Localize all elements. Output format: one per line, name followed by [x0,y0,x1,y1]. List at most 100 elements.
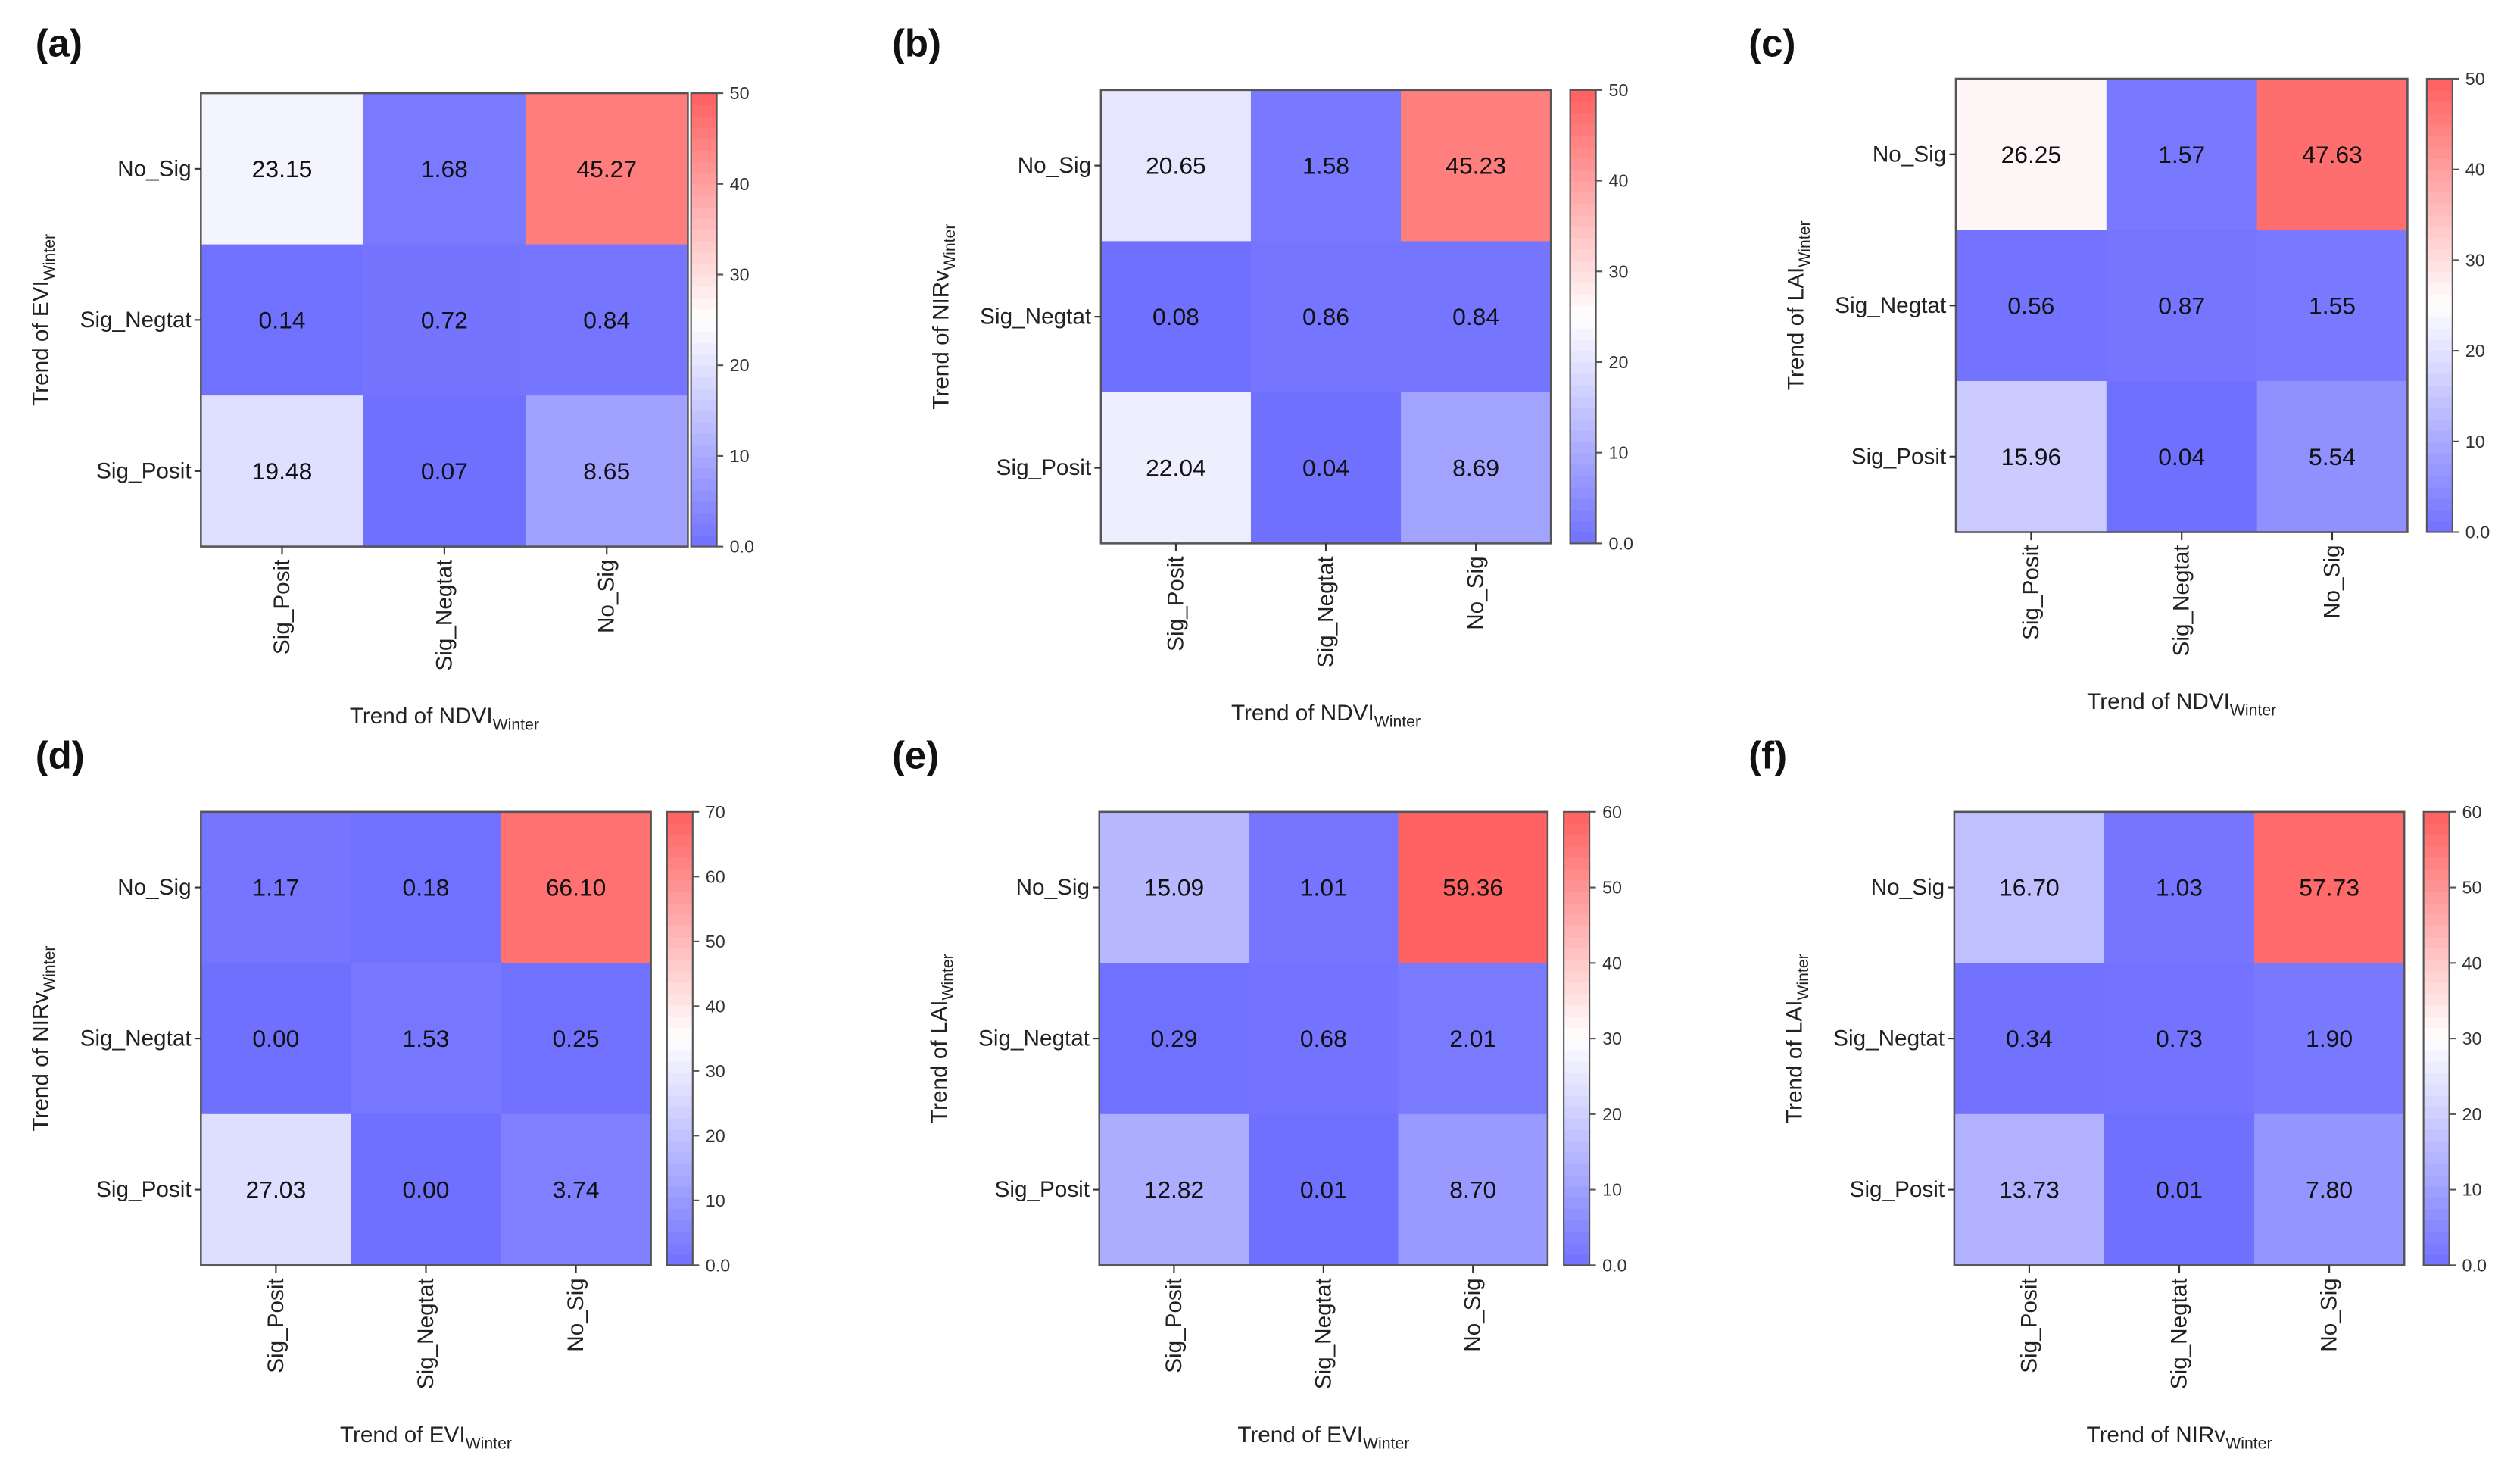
x-tick-label: Sig_Negtat [2169,545,2194,657]
y-tick-label: Sig_Posit [996,455,1092,480]
colorbar-tick-label: 10 [730,446,750,466]
colorbar-tick-label: 50 [2465,69,2485,89]
colorbar-segment [2426,112,2453,125]
y-axis-title-main: Trend of NIRv [29,992,54,1132]
colorbar-segment [666,1027,693,1039]
colorbar-segment [1564,1151,1590,1164]
colorbar-tick-label: 40 [1602,953,1622,973]
cell-value-label: 47.63 [2302,141,2362,168]
heatmap-cell [1401,89,1552,242]
cell-value-label: 1.68 [421,155,468,183]
y-tick-label: Sig_Negtat [980,305,1092,329]
colorbar-segment [2423,1095,2450,1107]
x-tick-label: Sig_Posit [270,559,295,654]
colorbar-segment [691,455,717,468]
colorbar-segment [2423,823,2450,835]
colorbar-tick-label: 0.0 [1609,533,1633,553]
cell-value-label: 0.14 [259,306,306,333]
cell-value-label: 0.00 [252,1025,299,1052]
colorbar-segment [2423,879,2450,892]
colorbar-segment [2426,237,2453,250]
colorbar-segment [2423,982,2450,995]
colorbar-segment [1570,112,1596,125]
colorbar-segment [2426,158,2453,170]
heatmap-cell [1100,89,1252,242]
colorbar-segment [691,501,717,514]
y-tick-label: No_Sig [1018,153,1091,178]
colorbar-segment [666,834,693,847]
colorbar-segment [666,993,693,1006]
colorbar-segment [691,149,717,162]
colorbar-segment [2426,362,2453,374]
colorbar-segment [691,286,717,298]
colorbar-segment [691,535,717,548]
colorbar-segment [2423,970,2450,983]
x-tick-label: Sig_Posit [1163,556,1188,651]
heatmap-cell [1398,963,1548,1115]
colorbar-segment [2423,1004,2450,1017]
cell-value-label: 1.57 [2158,141,2205,168]
x-axis-title-main: Trend of EVI [340,1423,466,1448]
colorbar-segment [1564,959,1590,972]
colorbar-segment [691,183,717,196]
colorbar-segment [1570,498,1596,511]
colorbar-frame [1569,89,1597,545]
x-axis-title: Trend of NIRvWinter [2086,1423,2272,1452]
x-axis-title: Trend of NDVIWinter [1231,701,1421,730]
colorbar-segment [1570,260,1596,273]
heatmap-cell [1954,811,2106,964]
heatmap-cell [2104,1113,2256,1266]
y-tick-label: Sig_Negtat [978,1026,1090,1051]
colorbar-segment [1570,294,1596,306]
cell-value-label: 19.48 [252,458,313,485]
colorbar-segment [1570,180,1596,193]
colorbar-segment [691,274,717,287]
colorbar-tick-label: 30 [2462,1029,2482,1048]
colorbar-tick-label: 30 [1602,1029,1622,1048]
heatmap-cell [526,93,689,245]
colorbar-segment [1564,1117,1590,1130]
colorbar-segment [2426,429,2453,442]
colorbar-segment [2423,1208,2450,1221]
colorbar-segment [2426,180,2453,193]
heatmap-panel: (c) 26.25 1.57 47.63 0.56 0.87 1.55 15.96 0.04 5.… [1748,21,2490,719]
heatmap-cell [2104,963,2256,1115]
heatmap-cell [2106,381,2258,533]
y-axis-title-sub: Winter [41,234,58,280]
x-tick-label: Sig_Negtat [1311,1278,1336,1390]
y-axis-title: Trend of NIRvWinter [29,946,58,1132]
colorbar-segment [691,354,717,367]
cell-value-label: 13.73 [1999,1176,2060,1204]
colorbar-segment [2426,169,2453,182]
colorbar-segment [2423,1185,2450,1198]
heatmap-cell [1100,241,1252,393]
heatmap-cell [526,244,689,397]
colorbar-segment [2423,914,2450,926]
colorbar-segment [666,1208,693,1221]
colorbar-segment [1570,248,1596,261]
colorbar-segment [1570,271,1596,284]
heatmap-panel: (e) 15.09 1.01 59.36 0.29 0.68 2.01 12.82 0.01 8.… [892,734,1627,1453]
colorbar-segment [1564,1242,1590,1255]
colorbar-segment [1564,1174,1590,1187]
colorbar-tick-label: 10 [2465,432,2485,451]
heatmap-cell [201,963,352,1115]
colorbar-segment [2423,1163,2450,1176]
heatmap-cell [1398,1113,1548,1266]
colorbar-segment [2426,328,2453,340]
y-axis-title-sub: Winter [1796,220,1814,267]
colorbar-segment [1570,283,1596,295]
colorbar-tick-label: 20 [2462,1104,2482,1124]
cell-value-label: 0.04 [1302,454,1349,482]
colorbar-segment [666,959,693,972]
colorbar-segment [691,93,717,105]
colorbar-segment [2426,146,2453,159]
panel-label: (a) [36,21,83,64]
colorbar-segment [2423,1231,2450,1244]
colorbar-tick-label: 20 [1609,352,1629,372]
heatmap-cell [2254,811,2406,964]
colorbar-segment [666,1140,693,1153]
panel-label: (e) [892,734,939,777]
colorbar-segment [2426,520,2453,533]
y-tick-label: Sig_Negtat [80,308,192,333]
